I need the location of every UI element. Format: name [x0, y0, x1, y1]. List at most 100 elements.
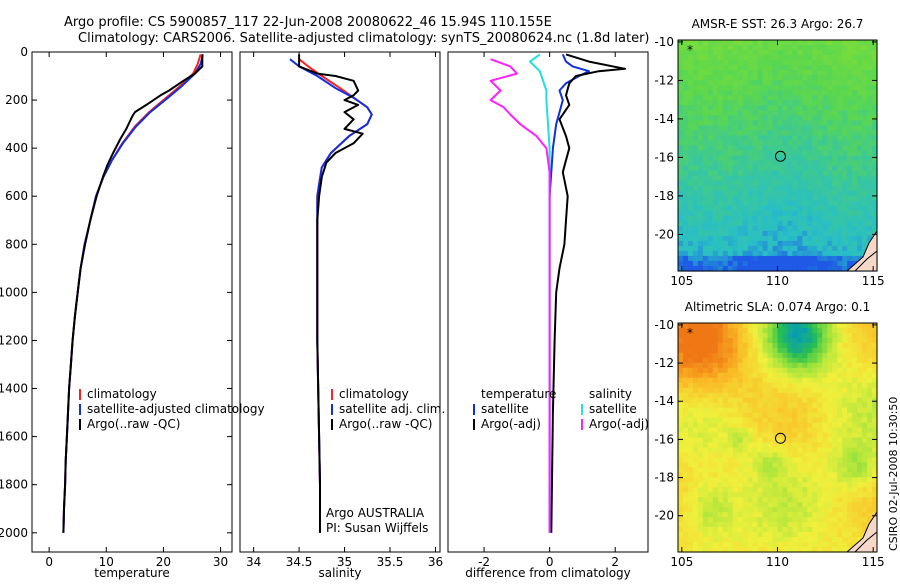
sst-map-cell: [682, 150, 689, 157]
sst-map-cell: [732, 155, 739, 162]
sst-map-cell: [722, 60, 729, 66]
sst-map-cell: [787, 195, 794, 202]
sla-map-cell: [717, 407, 724, 414]
sst-map-cell: [732, 225, 739, 232]
sla-map-cell: [782, 517, 789, 523]
temperature-ytick-label: 2000: [0, 526, 28, 540]
sla-map-cell: [767, 467, 774, 473]
sla-map-cell: [772, 392, 779, 399]
sla-map-cell: [812, 492, 818, 498]
sst-map-cell: [857, 40, 863, 46]
sst-map-cell: [802, 165, 808, 172]
sla-map-cell: [727, 402, 734, 409]
sst-map-cell: [787, 95, 794, 101]
sla-map-cell: [857, 387, 863, 394]
sla-map-cell: [787, 452, 794, 459]
sst-map-cell: [772, 155, 779, 162]
sst-map-cell: [712, 55, 719, 61]
sla-map-cell: [827, 487, 833, 493]
sla-map-cell: [737, 342, 744, 349]
sst-map-cell: [722, 235, 729, 242]
temperature-ytick-label: 600: [5, 189, 28, 203]
sla-map-cell: [827, 417, 833, 424]
sla-map-cell: [862, 437, 868, 444]
sla-map-cell: [687, 342, 694, 349]
sst-map-cell: [682, 210, 689, 217]
sst-map-cell: [767, 75, 774, 81]
sla-map-cell: [682, 492, 689, 498]
sla-map-cell: [852, 347, 858, 354]
sla-map-cell: [832, 422, 838, 429]
sst-map-cell: [687, 120, 694, 126]
sst-map-cell: [817, 250, 823, 257]
sla-map-cell: [832, 407, 838, 414]
sla-map-cell: [722, 417, 729, 424]
sla-map-cell: [777, 467, 784, 473]
sst-map-cell: [697, 265, 704, 272]
sla-map-cell: [842, 387, 848, 394]
sla-map-cell: [762, 347, 769, 354]
sst-map-cell: [842, 165, 848, 172]
sst-map-cell: [772, 165, 779, 172]
sla-map-cell: [702, 437, 709, 444]
sst-map-cell: [847, 160, 853, 167]
sla-map-cell: [742, 497, 749, 503]
sla-map-cell: [802, 432, 808, 439]
sst-map-cell: [847, 65, 853, 71]
sla-map-cell: [678, 527, 684, 533]
sla-map-cell: [827, 547, 833, 553]
sla-map-cell: [732, 482, 739, 488]
sla-map-cell: [692, 407, 699, 414]
sst-map-cell: [852, 150, 858, 157]
sla-map-cell: [822, 452, 828, 459]
sla-map-cell: [747, 502, 754, 508]
sst-map-cell: [812, 175, 818, 182]
sla-map-cell: [787, 537, 794, 543]
sla-map-cell: [852, 437, 858, 444]
sla-map-cell: [727, 417, 734, 424]
sst-map-cell: [697, 255, 704, 262]
sla-map-cell: [822, 337, 828, 344]
sst-map-cell: [792, 225, 798, 232]
sla-map-cell: [737, 497, 744, 503]
sla-map-cell: [872, 377, 878, 384]
sst-map-cell: [727, 150, 734, 157]
sst-map-cell: [697, 260, 704, 267]
sla-map-cell: [678, 477, 684, 483]
sla-map-cell: [817, 362, 823, 369]
sla-map-cell: [827, 522, 833, 528]
sla-map-cell: [862, 417, 868, 424]
sla-map-cell: [822, 407, 828, 414]
sla-map-cell: [792, 547, 798, 553]
sst-map-cell: [812, 50, 818, 56]
sla-map-cell: [827, 452, 833, 459]
sst-map-cell: [712, 105, 719, 111]
sst-map-cell: [857, 45, 863, 51]
sla-map-cell: [722, 467, 729, 473]
sla-map-cell: [852, 432, 858, 439]
sla-map-cell: [812, 362, 818, 369]
sla-map-cell: [802, 447, 808, 454]
sla-map-cell: [872, 327, 878, 334]
sla-map-cell: [837, 367, 843, 374]
sla-map-cell: [812, 367, 818, 374]
sst-map-cell: [707, 135, 714, 142]
sla-map-cell: [772, 352, 779, 359]
sla-map-cell: [847, 342, 853, 349]
sst-map-cell: [822, 100, 828, 106]
sla-map-cell: [782, 412, 789, 419]
sla-map-cell: [712, 417, 719, 424]
sla-map-cell: [687, 492, 694, 498]
sla-map-cell: [802, 367, 808, 374]
sla-map-cell: [742, 327, 749, 334]
sla-map-cell: [797, 372, 803, 379]
sst-map-cell: [727, 70, 734, 76]
sla-map-cell: [807, 422, 813, 429]
sst-map-cell: [707, 165, 714, 172]
sst-map-cell: [747, 195, 754, 202]
sst-map-cell: [787, 170, 794, 177]
sla-map-cell: [842, 482, 848, 488]
sla-map-cell: [807, 472, 813, 478]
sst-map-cell: [737, 105, 744, 111]
